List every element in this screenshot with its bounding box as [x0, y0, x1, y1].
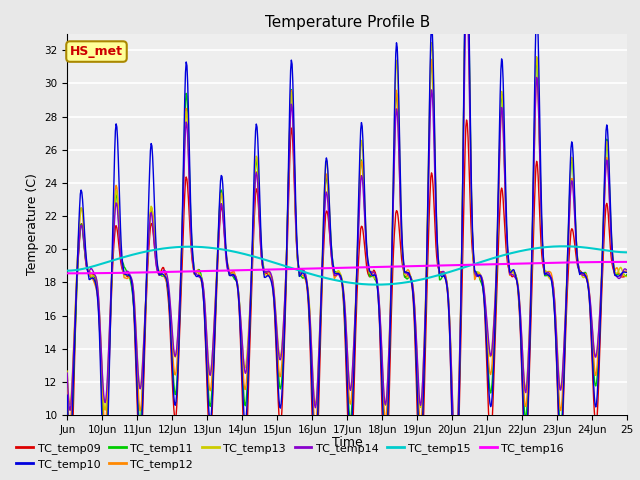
X-axis label: Time: Time: [332, 436, 363, 449]
Title: Temperature Profile B: Temperature Profile B: [264, 15, 430, 30]
Y-axis label: Temperature (C): Temperature (C): [26, 173, 38, 276]
Legend: TC_temp09, TC_temp10, TC_temp11, TC_temp12, TC_temp13, TC_temp14, TC_temp15, TC_: TC_temp09, TC_temp10, TC_temp11, TC_temp…: [12, 438, 568, 474]
Text: HS_met: HS_met: [70, 45, 123, 58]
